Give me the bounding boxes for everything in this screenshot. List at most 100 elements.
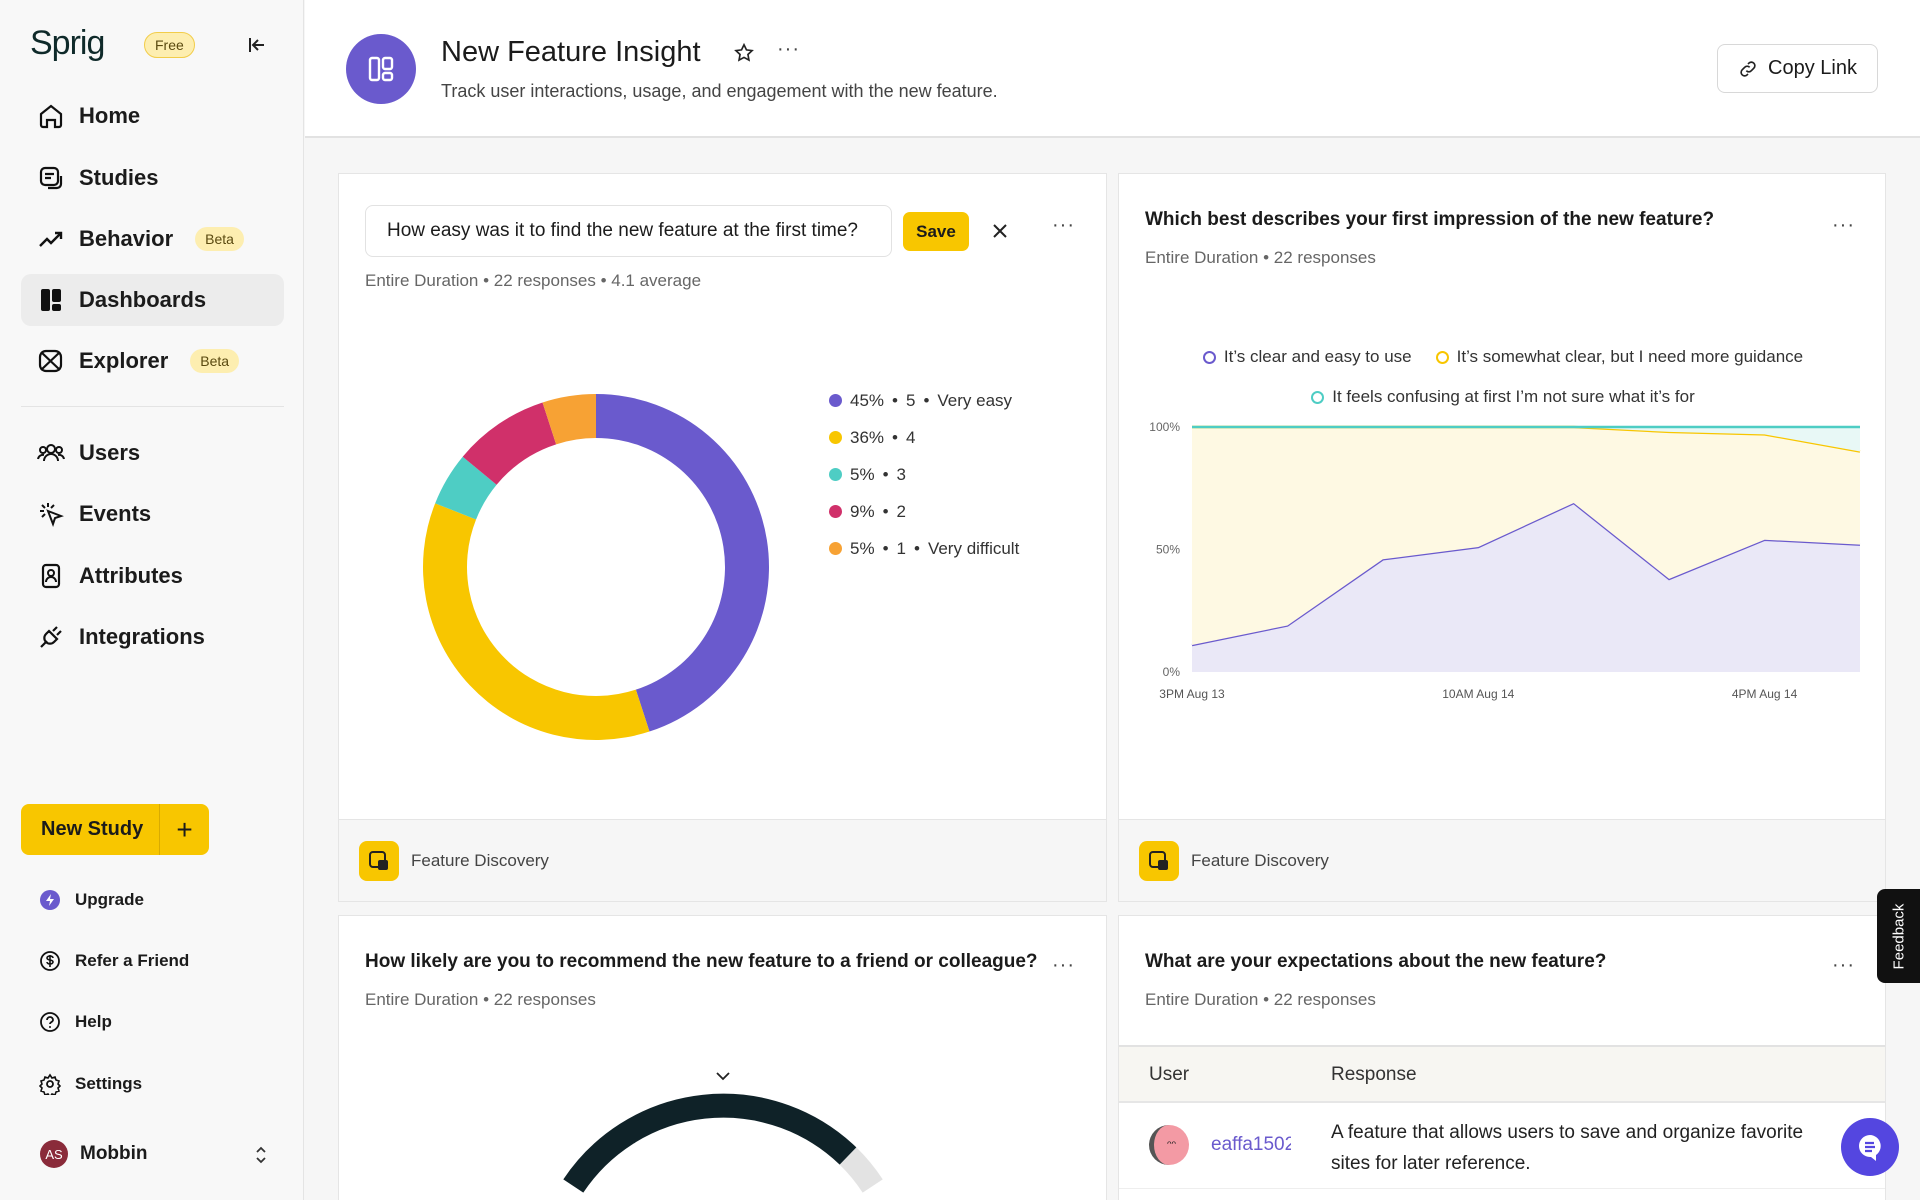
donut-slice[interactable] bbox=[462, 402, 557, 485]
new-study-label: New Study bbox=[41, 818, 144, 840]
legend-percent: 5% bbox=[850, 538, 875, 558]
legend-item[interactable]: It feels confusing at first I’m not sure… bbox=[1311, 387, 1695, 407]
copy-link-button[interactable]: Copy Link bbox=[1717, 44, 1878, 93]
legend-dot bbox=[829, 394, 842, 407]
more-options-icon[interactable]: ··· bbox=[1832, 214, 1855, 236]
y-tick-label: 50% bbox=[1156, 543, 1180, 557]
sidebar-item-dashboards[interactable]: Dashboards bbox=[21, 274, 284, 326]
sidebar-item-studies[interactable]: Studies bbox=[21, 152, 284, 204]
bolt-icon bbox=[40, 890, 60, 910]
table-row[interactable]: ᵔᵔ eaffa1502 A feature that allows users… bbox=[1119, 1103, 1885, 1189]
more-options-icon[interactable]: ··· bbox=[1052, 214, 1075, 236]
table-header: User Response bbox=[1119, 1045, 1885, 1103]
legend-item[interactable]: It’s somewhat clear, but I need more gui… bbox=[1435, 347, 1804, 367]
legend-label: Very easy bbox=[937, 390, 1013, 410]
study-name[interactable]: Feature Discovery bbox=[411, 850, 549, 870]
donut-slice[interactable] bbox=[542, 394, 596, 445]
legend-percent: 36% bbox=[850, 427, 885, 447]
sidebar-item-label: Refer a Friend bbox=[75, 951, 190, 970]
divider bbox=[21, 406, 284, 407]
new-study-button[interactable]: New Study + bbox=[21, 804, 209, 855]
study-name[interactable]: Feature Discovery bbox=[1191, 850, 1329, 870]
page-subtitle: Track user interactions, usage, and enga… bbox=[441, 81, 998, 101]
close-icon[interactable] bbox=[991, 222, 1009, 240]
column-user: User bbox=[1149, 1064, 1190, 1085]
x-tick-label: 10AM Aug 14 bbox=[1442, 687, 1514, 701]
gauge-track bbox=[839, 1147, 883, 1193]
link-icon bbox=[1740, 60, 1756, 77]
gear-icon bbox=[39, 1073, 61, 1095]
donut-chart-card: How easy was it to find the new feature … bbox=[338, 173, 1107, 902]
sidebar-item-refer-a-friend[interactable]: Refer a Friend bbox=[21, 941, 284, 981]
trend-icon bbox=[39, 231, 63, 247]
sidebar-item-integrations[interactable]: Integrations bbox=[21, 611, 284, 663]
dashboard-icon bbox=[41, 289, 61, 311]
chat-button[interactable] bbox=[1841, 1118, 1899, 1176]
sidebar-item-events[interactable]: Events bbox=[21, 488, 284, 540]
chat-icon bbox=[1859, 1135, 1881, 1161]
beta-badge: Beta bbox=[190, 349, 240, 373]
sidebar-item-settings[interactable]: Settings bbox=[21, 1064, 284, 1104]
legend-marker bbox=[1202, 350, 1216, 364]
copy-link-label: Copy Link bbox=[1768, 57, 1857, 79]
legend-score: 5 bbox=[905, 390, 916, 410]
legend-item: 5% • 3 bbox=[829, 456, 1019, 493]
dashboard-icon bbox=[346, 34, 416, 104]
donut-slice[interactable] bbox=[596, 394, 769, 732]
legend-label: It’s clear and easy to use bbox=[1223, 347, 1412, 366]
card-meta: Entire Duration • 22 responses bbox=[1145, 248, 1376, 267]
legend-label: It’s somewhat clear, but I need more gui… bbox=[1456, 347, 1804, 366]
user-link[interactable]: eaffa1502 bbox=[1211, 1134, 1291, 1155]
sidebar-item-upgrade[interactable]: Upgrade bbox=[21, 880, 284, 920]
page-header: New Feature Insight ··· Track user inter… bbox=[305, 0, 1920, 138]
response-line: A feature that allows users to save and … bbox=[1331, 1122, 1804, 1143]
more-options-icon[interactable]: ··· bbox=[1832, 954, 1855, 976]
sidebar-item-behavior[interactable]: Behavior Beta bbox=[21, 213, 284, 265]
study-icon bbox=[359, 840, 399, 881]
legend-percent: 45% bbox=[850, 390, 885, 410]
y-tick-label: 100% bbox=[1149, 420, 1180, 434]
sidebar-item-help[interactable]: Help bbox=[21, 1002, 284, 1042]
legend-score: 3 bbox=[896, 464, 906, 484]
feedback-tab[interactable]: Feedback bbox=[1877, 889, 1920, 983]
legend-item[interactable]: It’s clear and easy to use bbox=[1202, 347, 1412, 367]
card-footer: Feature Discovery bbox=[1119, 819, 1885, 901]
question-title-input[interactable]: How easy was it to find the new feature … bbox=[365, 205, 892, 257]
legend-score: 2 bbox=[896, 501, 906, 521]
sidebar-item-label: Behavior bbox=[79, 226, 174, 251]
area-chart-card: Which best describes your first impressi… bbox=[1118, 173, 1886, 902]
user-name[interactable]: Mobbin bbox=[80, 1143, 148, 1164]
card-title: Which best describes your first impressi… bbox=[1145, 209, 1715, 230]
legend-dot bbox=[829, 505, 842, 518]
collapse-sidebar-icon[interactable] bbox=[247, 35, 267, 55]
gauge-fill bbox=[563, 1093, 857, 1193]
explorer-icon bbox=[38, 349, 63, 373]
response-text: A feature that allows users to save and … bbox=[1331, 1117, 1803, 1179]
sidebar-item-attributes[interactable]: Attributes bbox=[21, 550, 284, 602]
users-icon bbox=[37, 444, 65, 462]
legend-dot bbox=[829, 468, 842, 481]
card-meta: Entire Duration • 22 responses • 4.1 ave… bbox=[365, 271, 702, 290]
legend-score: 4 bbox=[905, 427, 916, 447]
star-icon[interactable] bbox=[733, 42, 755, 64]
sidebar: Sprig Free Home Studies Behavior Beta Dashbo… bbox=[0, 0, 304, 1200]
beta-badge: Beta bbox=[195, 227, 244, 251]
column-response: Response bbox=[1331, 1064, 1417, 1085]
more-options-icon[interactable]: ··· bbox=[1052, 954, 1075, 976]
donut-chart bbox=[423, 394, 769, 740]
more-options-icon[interactable]: ··· bbox=[777, 38, 800, 60]
sidebar-item-label: Attributes bbox=[79, 563, 183, 588]
sidebar-item-label: Dashboards bbox=[79, 287, 207, 312]
save-button[interactable]: Save bbox=[903, 212, 969, 251]
home-icon bbox=[39, 104, 63, 129]
legend-item: 9% • 2 bbox=[829, 493, 1019, 530]
sidebar-item-label: Settings bbox=[75, 1074, 143, 1093]
sidebar-item-home[interactable]: Home bbox=[21, 90, 284, 142]
donut-slice[interactable] bbox=[423, 503, 650, 740]
x-tick-label: 3PM Aug 13 bbox=[1159, 687, 1225, 701]
donut-slice[interactable] bbox=[435, 456, 497, 520]
plus-icon[interactable]: + bbox=[159, 804, 209, 855]
chevron-updown-icon[interactable] bbox=[253, 1145, 269, 1165]
sidebar-item-explorer[interactable]: Explorer Beta bbox=[21, 335, 284, 387]
sidebar-item-users[interactable]: Users bbox=[21, 427, 284, 479]
